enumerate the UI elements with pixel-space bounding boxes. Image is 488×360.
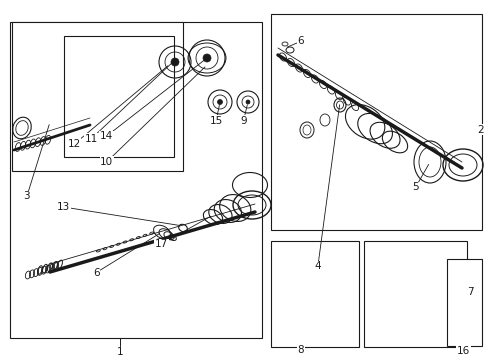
Text: 12: 12 [67, 139, 81, 149]
Text: 1: 1 [116, 347, 123, 357]
Bar [271, 14, 481, 230]
Text: 8: 8 [297, 345, 304, 355]
Text: 6: 6 [297, 36, 304, 46]
Text: 5: 5 [411, 182, 418, 192]
Text: 6: 6 [93, 267, 100, 278]
Text: 16: 16 [456, 346, 469, 356]
Text: 13: 13 [57, 202, 70, 212]
Text: 2: 2 [476, 125, 483, 135]
Text: 17: 17 [154, 239, 168, 249]
Text: 14: 14 [100, 131, 113, 141]
Text: 11: 11 [84, 134, 98, 144]
Text: 9: 9 [240, 116, 246, 126]
Bar [10, 22, 261, 338]
Circle shape [203, 54, 210, 62]
Circle shape [217, 99, 222, 104]
Circle shape [245, 100, 249, 104]
Text: 4: 4 [314, 261, 321, 271]
Bar [447, 259, 481, 346]
Text: 15: 15 [209, 116, 223, 126]
Text: 3: 3 [23, 191, 30, 201]
Bar [364, 241, 466, 347]
Text: 10: 10 [100, 157, 113, 167]
Circle shape [171, 58, 179, 66]
Bar [12, 22, 183, 171]
Bar [63, 36, 173, 157]
Bar [271, 241, 359, 347]
Text: 7: 7 [466, 287, 473, 297]
